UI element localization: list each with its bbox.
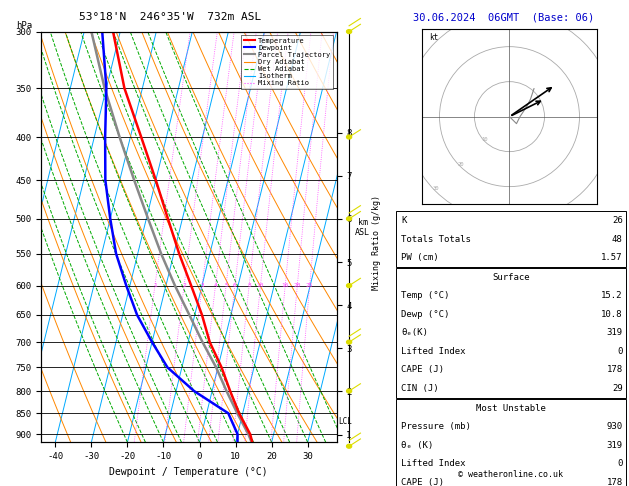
Text: 10: 10 — [482, 137, 488, 142]
Text: 30: 30 — [433, 186, 439, 191]
Text: CAPE (J): CAPE (J) — [401, 365, 444, 374]
Text: 1: 1 — [153, 283, 157, 288]
Text: CAPE (J): CAPE (J) — [401, 478, 444, 486]
Text: 0: 0 — [617, 347, 623, 356]
Text: Pressure (mb): Pressure (mb) — [401, 422, 471, 431]
Text: 3: 3 — [200, 283, 204, 288]
Text: 20: 20 — [294, 283, 301, 288]
Text: 48: 48 — [612, 235, 623, 243]
Text: 10.8: 10.8 — [601, 310, 623, 319]
Text: 1.57: 1.57 — [601, 253, 623, 262]
Text: 53°18'N  246°35'W  732m ASL: 53°18'N 246°35'W 732m ASL — [79, 12, 261, 22]
Text: 25: 25 — [306, 283, 313, 288]
Text: 30.06.2024  06GMT  (Base: 06): 30.06.2024 06GMT (Base: 06) — [413, 12, 594, 22]
Text: 8: 8 — [247, 283, 251, 288]
Text: 16: 16 — [281, 283, 289, 288]
Text: CIN (J): CIN (J) — [401, 384, 439, 393]
Text: θₑ (K): θₑ (K) — [401, 441, 433, 450]
Text: PW (cm): PW (cm) — [401, 253, 439, 262]
Text: Most Unstable: Most Unstable — [476, 404, 546, 413]
Text: 178: 178 — [606, 365, 623, 374]
Text: Surface: Surface — [493, 273, 530, 282]
Text: θₑ(K): θₑ(K) — [401, 329, 428, 337]
Text: Lifted Index: Lifted Index — [401, 347, 466, 356]
Text: Temp (°C): Temp (°C) — [401, 292, 450, 300]
Text: Lifted Index: Lifted Index — [401, 459, 466, 468]
Text: 6: 6 — [233, 283, 237, 288]
Text: 319: 319 — [606, 329, 623, 337]
Text: 5: 5 — [224, 283, 228, 288]
X-axis label: Dewpoint / Temperature (°C): Dewpoint / Temperature (°C) — [109, 467, 268, 477]
Text: 930: 930 — [606, 422, 623, 431]
Text: 178: 178 — [606, 478, 623, 486]
Text: K: K — [401, 216, 407, 225]
Text: © weatheronline.co.uk: © weatheronline.co.uk — [459, 469, 563, 479]
Text: kt: kt — [429, 33, 438, 42]
Text: 20: 20 — [457, 162, 464, 167]
Text: LCL: LCL — [338, 417, 352, 426]
Text: Dewp (°C): Dewp (°C) — [401, 310, 450, 319]
Text: 2: 2 — [182, 283, 186, 288]
Text: Totals Totals: Totals Totals — [401, 235, 471, 243]
Text: 4: 4 — [214, 283, 218, 288]
Y-axis label: km
ASL: km ASL — [355, 218, 370, 237]
Text: 15.2: 15.2 — [601, 292, 623, 300]
Text: 319: 319 — [606, 441, 623, 450]
Text: hPa: hPa — [16, 20, 32, 30]
Text: 10: 10 — [257, 283, 264, 288]
Legend: Temperature, Dewpoint, Parcel Trajectory, Dry Adiabat, Wet Adiabat, Isotherm, Mi: Temperature, Dewpoint, Parcel Trajectory… — [242, 35, 333, 89]
Text: 29: 29 — [612, 384, 623, 393]
Text: Mixing Ratio (g/kg): Mixing Ratio (g/kg) — [372, 195, 381, 291]
Text: 0: 0 — [617, 459, 623, 468]
Text: 26: 26 — [612, 216, 623, 225]
